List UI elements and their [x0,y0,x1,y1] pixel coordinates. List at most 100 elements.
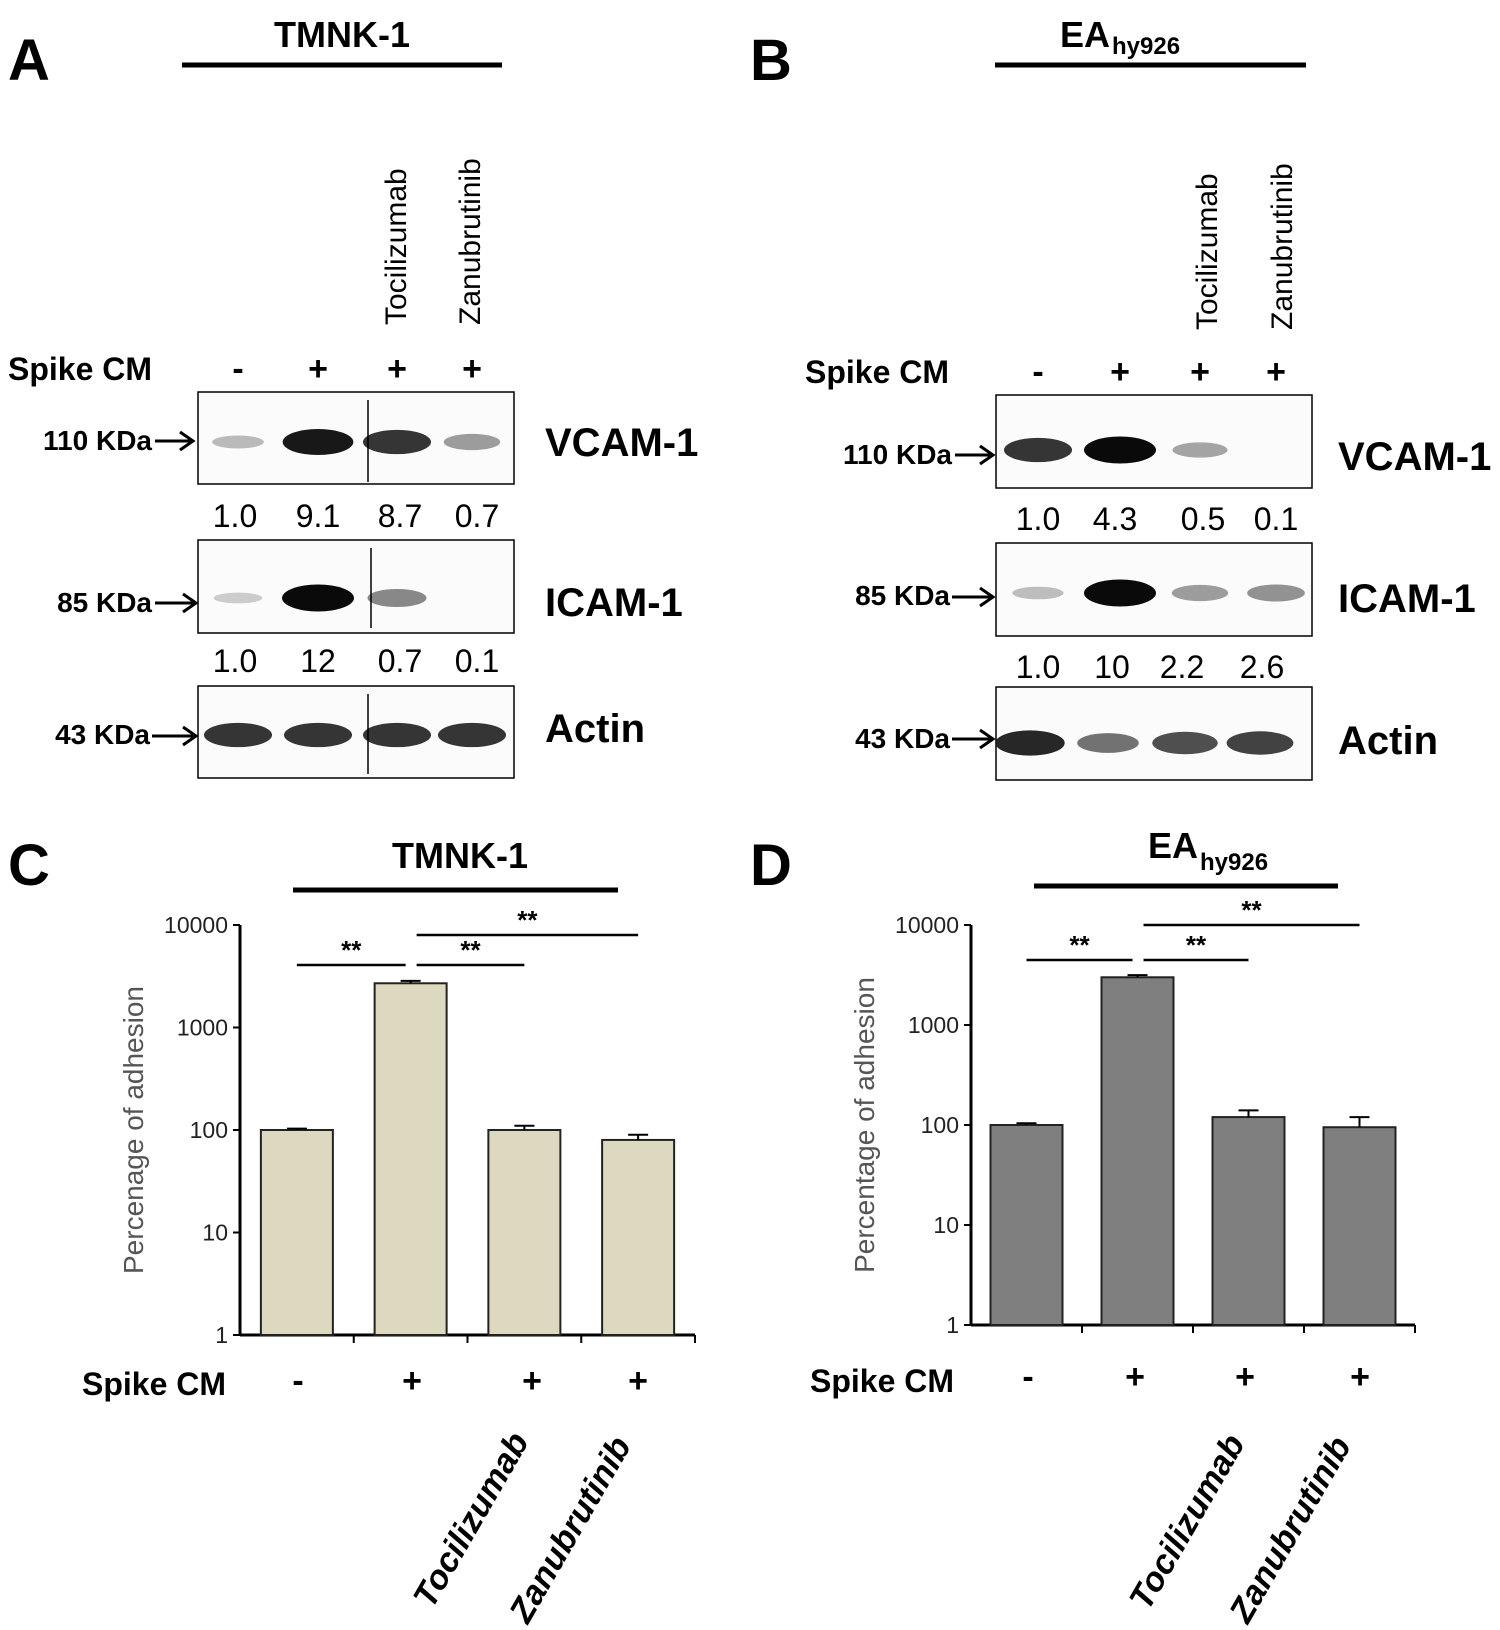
panel-c-cell-line: TMNK-1 [392,835,528,876]
panel-a-icam-quant-3: 0.7 [378,643,422,679]
significance-label: ** [1069,930,1090,960]
blot-band [282,428,354,456]
panel-d-letter: D [750,833,792,898]
panel-c-treatment-4: + [628,1362,648,1400]
panel-b-icam-arrowhead [979,586,996,608]
y-axis-label: Percenage of adhesion [118,986,149,1274]
blot-band [203,722,273,748]
panel-a-treatment-3: + [387,350,407,388]
panel-a-drug-label-tocilizumab: Tocilizumab [380,168,413,325]
panel-c-treatment-2: + [402,1362,422,1400]
blot-band [1152,731,1218,755]
panel-a-actin-protein: Actin [545,707,645,751]
significance-label: ** [341,935,362,965]
panel-b-drug-label-zanubrutinib: Zanubrutinib [1266,163,1299,330]
panel-b-icam-protein: ICAM-1 [1338,577,1476,621]
panel-b-icam-quant-1: 1.0 [1016,649,1060,685]
panel-c-treatment-label: Spike CM [82,1366,226,1402]
panel-b-vcam-quant-1: 1.0 [1016,501,1060,537]
bar [1100,976,1175,1327]
blot-band [1077,733,1139,753]
panel-a-cell-line: TMNK-1 [274,14,410,55]
panel-d: D EA hy926 1 10 100 1000 10000 Percentage of … [750,825,1416,1630]
blot-band [1084,579,1156,607]
panel-b-actin-arrowhead [979,728,996,750]
panel-a-actin-bands [203,722,507,748]
bar [1322,1126,1397,1327]
panel-a-drug-label-zanubrutinib: Zanubrutinib [454,158,487,325]
blot-band [213,592,263,604]
y-tick-label: 1 [215,1322,228,1348]
bar [259,1129,334,1336]
panel-a-treatment-4: + [462,350,482,388]
bar [601,1138,676,1336]
panel-b-cell-line-sub: hy926 [1112,33,1180,60]
panel-c-treatment-3: + [522,1362,542,1400]
blot-band [437,722,507,748]
panel-a-vcam-marker: 110 KDa [43,425,152,456]
panel-b-actin-protein: Actin [1338,719,1438,763]
panel-c-chart: 1 10 100 1000 10000 Percenage of adhesion ** **… [118,905,696,1348]
significance-label: ** [460,935,481,965]
panel-b-drug-label-tocilizumab: Tocilizumab [1191,173,1224,330]
blot-band [212,435,264,449]
panel-b-treatment-3: + [1190,353,1210,391]
significance-label: ** [517,905,538,935]
bar [373,982,448,1336]
blot-band [282,584,354,612]
y-tick-label: 10000 [164,912,228,938]
bar [487,1129,562,1336]
panel-a-treatment-label: Spike CM [8,351,152,387]
panel-b-vcam-protein: VCAM-1 [1338,435,1491,479]
panel-c-treatment-1: - [292,1362,303,1400]
panel-a-vcam-arrowhead [179,430,196,452]
blot-band [367,589,427,607]
panel-a-vcam-bands [212,428,501,456]
significance-label: ** [1241,895,1262,925]
blot-band [1172,442,1228,458]
panel-a-vcam-protein: VCAM-1 [545,421,698,465]
blot-band [995,730,1065,756]
panel-b-icam-marker: 85 KDa [855,580,950,611]
y-tick-label: 100 [921,1112,959,1138]
panel-a-letter: A [8,28,50,93]
panel-d-chart: 1 10 100 1000 10000 Percentage of adhesion ** *… [849,895,1416,1338]
blot-band [1226,731,1294,755]
panel-d-treatment-3: + [1235,1358,1255,1396]
panel-b-treatment-2: + [1110,353,1130,391]
panel-a-vcam-quant-3: 8.7 [378,498,422,534]
y-tick-label: 10 [933,1212,959,1238]
y-tick-label: 1 [946,1312,959,1338]
panel-d-drug-label-tocilizumab: Tocilizumab [1122,1428,1253,1616]
panel-b: B EA hy926 Tocilizumab Zanubrutinib Spik… [750,14,1491,781]
panel-d-cell-line-main: EA [1148,825,1198,866]
panel-a-vcam-quant-1: 1.0 [213,498,257,534]
blot-band [1084,436,1156,464]
panel-a: A TMNK-1 Tocilizumab Zanubrutinib Spike … [8,14,698,779]
panel-b-vcam-marker: 110 KDa [843,439,952,470]
panel-a-vcam-quant-2: 9.1 [296,498,340,534]
panel-c: C TMNK-1 1 10 100 1000 10000 Percenage of adh… [8,833,696,1630]
panel-b-cell-line-main: EA [1060,14,1110,55]
panel-a-actin-arrowhead [182,725,199,747]
panel-b-icam-bands [1012,579,1305,607]
blot-band [283,722,353,748]
panel-b-vcam-quant-2: 4.3 [1093,501,1137,537]
panel-d-cell-line-sub: hy926 [1200,849,1268,876]
panel-a-icam-protein: ICAM-1 [545,581,683,625]
panel-a-vcam-quant-4: 0.7 [455,498,499,534]
panel-a-icam-quant-2: 12 [300,643,336,679]
panel-b-icam-quant-2: 10 [1094,649,1130,685]
panel-b-treatment-4: + [1266,353,1286,391]
panel-d-treatment-1: - [1022,1358,1033,1396]
y-axis-label: Percentage of adhesion [849,977,880,1273]
panel-d-treatment-2: + [1125,1358,1145,1396]
blot-band [1003,437,1073,463]
panel-b-actin-marker: 43 KDa [855,723,950,754]
panel-b-actin-bands [995,730,1294,756]
panel-a-icam-arrowhead [182,592,199,614]
bar [1211,1116,1286,1327]
panel-b-vcam-bands [1003,436,1228,464]
panel-b-treatment-1: - [1032,353,1043,391]
panel-b-vcam-arrowhead [979,444,996,466]
